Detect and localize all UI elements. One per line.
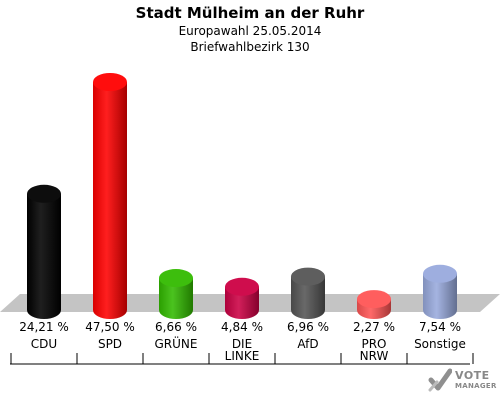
category-label-gr-ne: GRÜNE [155, 335, 198, 351]
bar-spd [93, 73, 127, 319]
category-label-sonstige: Sonstige [414, 337, 466, 351]
value-label-cdu: 24,21 % [19, 320, 69, 334]
bar-afd [291, 267, 325, 319]
value-label-sonstige: 7,54 % [419, 320, 461, 334]
value-label-spd: 47,50 % [85, 320, 135, 334]
category-label-die-linke: DIE LINKE [225, 337, 260, 363]
logo-text-vote: VOTE [455, 369, 490, 382]
logo-text-manager: MANAGER [455, 382, 497, 390]
bar-cdu [27, 184, 61, 319]
value-label-gr-ne: 6,66 % [155, 320, 197, 334]
chart-subtitle-election: Europawahl 25.05.2014 [178, 24, 322, 38]
bar-gr-ne [159, 269, 193, 319]
category-label-spd: SPD [98, 337, 122, 351]
chart-subtitle-district: Briefwahlbezirk 130 [190, 40, 310, 54]
category-label-pro-nrw: PRO NRW [360, 337, 389, 363]
bar-sonstige [423, 264, 457, 319]
category-label-cdu: CDU [31, 337, 57, 351]
checkmark-logo-icon [428, 368, 452, 392]
value-label-die-linke: 4,84 % [221, 320, 263, 334]
vote-manager-logo: VOTE MANAGER [428, 368, 497, 394]
value-label-pro-nrw: 2,27 % [353, 320, 395, 334]
category-label-afd: AfD [297, 337, 318, 351]
bar-die-linke [225, 277, 259, 319]
value-label-afd: 6,96 % [287, 320, 329, 334]
chart-title: Stadt Mülheim an der Ruhr [135, 4, 365, 22]
bar-pro-nrw [357, 290, 391, 319]
